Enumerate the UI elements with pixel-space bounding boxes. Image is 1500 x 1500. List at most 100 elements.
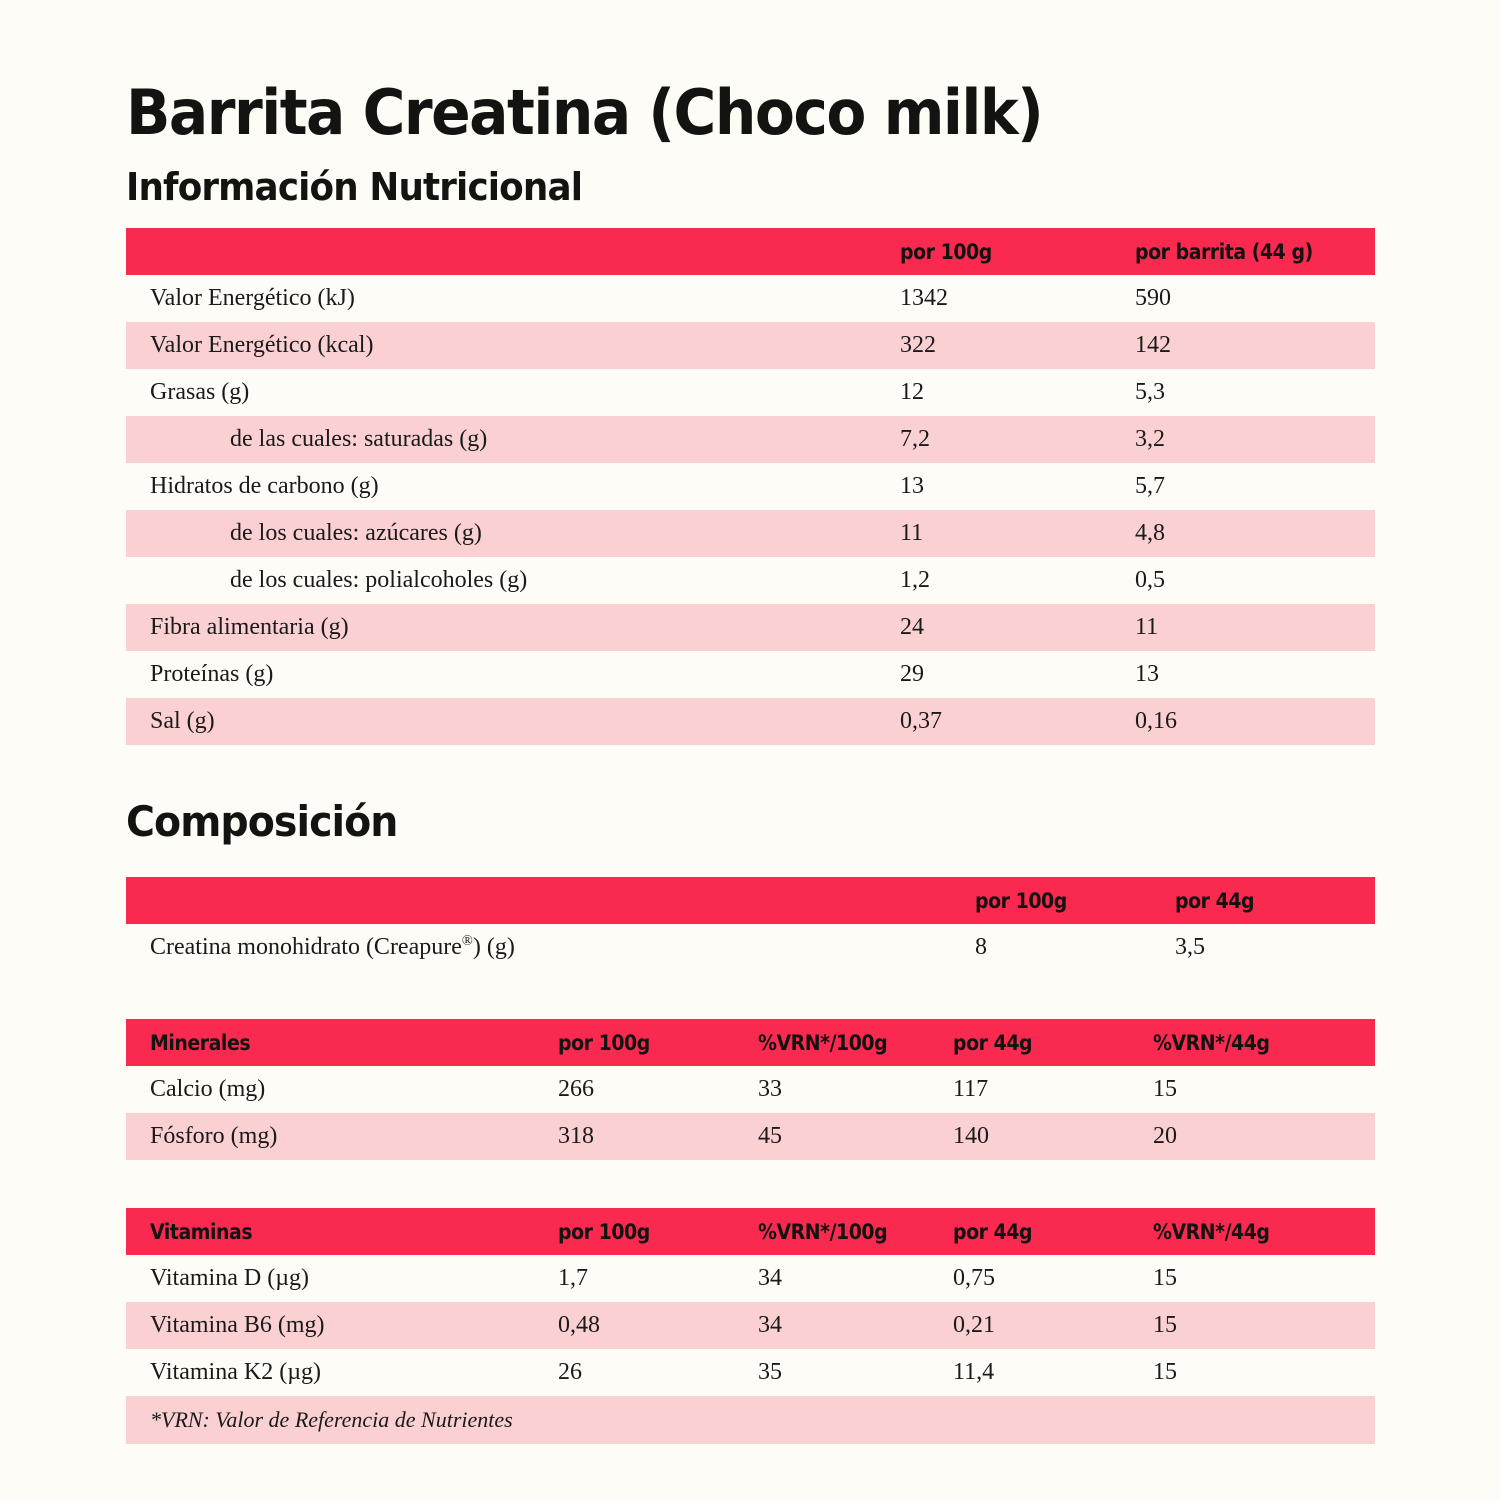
minerals-table: Minerales por 100g %VRN*/100g por 44g %V… xyxy=(126,1019,1375,1160)
row-per100g: 1,2 xyxy=(900,567,930,593)
row-per100g: 0,37 xyxy=(900,708,942,734)
row-perbar: 5,7 xyxy=(1135,473,1165,499)
row-per100g: 322 xyxy=(900,332,936,358)
table-row: Calcio (mg) 266 33 117 15 xyxy=(126,1066,1375,1113)
creatine-table-header-row: por 100g por 44g xyxy=(126,877,1375,924)
creatine-col-per44g: por 44g xyxy=(1175,888,1255,913)
row-per100g: 11 xyxy=(900,520,924,546)
composition-heading: Composición xyxy=(126,797,398,846)
row-vrn44: 15 xyxy=(1153,1359,1177,1385)
row-per100g: 26 xyxy=(558,1359,582,1385)
row-per100g: 0,48 xyxy=(558,1312,600,1338)
vitamins-col-per100g: por 100g xyxy=(558,1219,650,1244)
row-perbar: 4,8 xyxy=(1135,520,1165,546)
minerals-col-title: Minerales xyxy=(150,1030,251,1055)
row-vrn100: 34 xyxy=(758,1312,782,1338)
row-label: de las cuales: saturadas (g) xyxy=(230,426,488,452)
row-label: Fósforo (mg) xyxy=(150,1123,278,1149)
row-per100g: 1342 xyxy=(900,285,948,311)
table-row: Hidratos de carbono (g) 13 5,7 xyxy=(126,463,1375,510)
row-per44g: 140 xyxy=(953,1123,989,1149)
page-subtitle: Información Nutricional xyxy=(126,165,583,209)
minerals-col-per100g: por 100g xyxy=(558,1030,650,1055)
page-title: Barrita Creatina (Choco milk) xyxy=(126,76,1044,149)
row-vrn44: 20 xyxy=(1153,1123,1177,1149)
row-vrn100: 33 xyxy=(758,1076,782,1102)
table-row: Vitamina K2 (µg) 26 35 11,4 15 xyxy=(126,1349,1375,1396)
row-per44g: 0,21 xyxy=(953,1312,995,1338)
creatine-col-per100g: por 100g xyxy=(975,888,1067,913)
row-vrn44: 15 xyxy=(1153,1265,1177,1291)
vrn-footnote-row: *VRN: Valor de Referencia de Nutrientes xyxy=(126,1396,1375,1444)
row-vrn100: 34 xyxy=(758,1265,782,1291)
table-row: Proteínas (g) 29 13 xyxy=(126,651,1375,698)
table-row: Grasas (g) 12 5,3 xyxy=(126,369,1375,416)
vitamins-col-vrn100: %VRN*/100g xyxy=(758,1219,888,1244)
nutrition-table-body: Valor Energético (kJ) 1342 590 Valor Ene… xyxy=(126,275,1375,745)
row-label: Valor Energético (kcal) xyxy=(150,332,374,358)
table-row: de los cuales: azúcares (g) 11 4,8 xyxy=(126,510,1375,557)
row-vrn100: 45 xyxy=(758,1123,782,1149)
row-perbar: 13 xyxy=(1135,661,1159,687)
row-label: Vitamina D (µg) xyxy=(150,1265,310,1291)
row-perbar: 590 xyxy=(1135,285,1171,311)
table-row: Fibra alimentaria (g) 24 11 xyxy=(126,604,1375,651)
creatine-col-label xyxy=(126,877,975,924)
row-vrn44: 15 xyxy=(1153,1312,1177,1338)
table-row: Valor Energético (kJ) 1342 590 xyxy=(126,275,1375,322)
row-label: Grasas (g) xyxy=(150,379,250,405)
row-per100g: 12 xyxy=(900,379,924,405)
row-perbar: 5,3 xyxy=(1135,379,1165,405)
row-vrn44: 15 xyxy=(1153,1076,1177,1102)
creatine-table: por 100g por 44g Creatina monohidrato (C… xyxy=(126,877,1375,971)
row-per100g: 318 xyxy=(558,1123,594,1149)
table-row: Sal (g) 0,37 0,16 xyxy=(126,698,1375,745)
table-row: Creatina monohidrato (Creapure®) (g) 8 3… xyxy=(126,924,1375,971)
table-row: de las cuales: saturadas (g) 7,2 3,2 xyxy=(126,416,1375,463)
row-per100g: 13 xyxy=(900,473,924,499)
vitamins-col-vrn44: %VRN*/44g xyxy=(1153,1219,1270,1244)
row-label: Creatina monohidrato (Creapure®) (g) xyxy=(150,933,515,960)
nutrition-col-label xyxy=(126,228,900,275)
row-perbar: 3,2 xyxy=(1135,426,1165,452)
vitamins-table-body: Vitamina D (µg) 1,7 34 0,75 15 Vitamina … xyxy=(126,1255,1375,1444)
row-per44g: 117 xyxy=(953,1076,989,1102)
row-per100g: 7,2 xyxy=(900,426,930,452)
vrn-footnote: *VRN: Valor de Referencia de Nutrientes xyxy=(150,1407,513,1432)
row-label: Proteínas (g) xyxy=(150,661,274,687)
row-label: Fibra alimentaria (g) xyxy=(150,614,349,640)
vitamins-col-per44g: por 44g xyxy=(953,1219,1033,1244)
row-per44g: 0,75 xyxy=(953,1265,995,1291)
row-per100g: 24 xyxy=(900,614,924,640)
row-label: Vitamina B6 (mg) xyxy=(150,1312,325,1338)
vitamins-table: Vitaminas por 100g %VRN*/100g por 44g %V… xyxy=(126,1208,1375,1444)
row-label: Vitamina K2 (µg) xyxy=(150,1359,322,1385)
minerals-table-header-row: Minerales por 100g %VRN*/100g por 44g %V… xyxy=(126,1019,1375,1066)
row-per100g: 266 xyxy=(558,1076,594,1102)
row-label: Valor Energético (kJ) xyxy=(150,285,355,311)
row-perbar: 0,5 xyxy=(1135,567,1165,593)
nutrition-col-perbar: por barrita (44 g) xyxy=(1135,239,1313,264)
row-perbar: 11 xyxy=(1135,614,1159,640)
table-row: Vitamina B6 (mg) 0,48 34 0,21 15 xyxy=(126,1302,1375,1349)
row-perbar: 0,16 xyxy=(1135,708,1177,734)
row-label: Hidratos de carbono (g) xyxy=(150,473,379,499)
row-per100g: 29 xyxy=(900,661,924,687)
nutrition-table-header-row: por 100g por barrita (44 g) xyxy=(126,228,1375,275)
vitamins-table-header-row: Vitaminas por 100g %VRN*/100g por 44g %V… xyxy=(126,1208,1375,1255)
row-per100g: 8 xyxy=(975,934,987,960)
vitamins-col-title: Vitaminas xyxy=(150,1219,253,1244)
row-perbar: 142 xyxy=(1135,332,1171,358)
row-label: Calcio (mg) xyxy=(150,1076,266,1102)
nutrition-col-per100g: por 100g xyxy=(900,239,992,264)
minerals-col-vrn44: %VRN*/44g xyxy=(1153,1030,1270,1055)
table-row: Valor Energético (kcal) 322 142 xyxy=(126,322,1375,369)
table-row: de los cuales: polialcoholes (g) 1,2 0,5 xyxy=(126,557,1375,604)
row-per100g: 1,7 xyxy=(558,1265,588,1291)
minerals-col-per44g: por 44g xyxy=(953,1030,1033,1055)
row-per44g: 3,5 xyxy=(1175,934,1205,960)
row-label: de los cuales: polialcoholes (g) xyxy=(230,567,528,593)
minerals-table-body: Calcio (mg) 266 33 117 15 Fósforo (mg) 3… xyxy=(126,1066,1375,1160)
minerals-col-vrn100: %VRN*/100g xyxy=(758,1030,888,1055)
nutrition-table: por 100g por barrita (44 g) Valor Energé… xyxy=(126,228,1375,745)
